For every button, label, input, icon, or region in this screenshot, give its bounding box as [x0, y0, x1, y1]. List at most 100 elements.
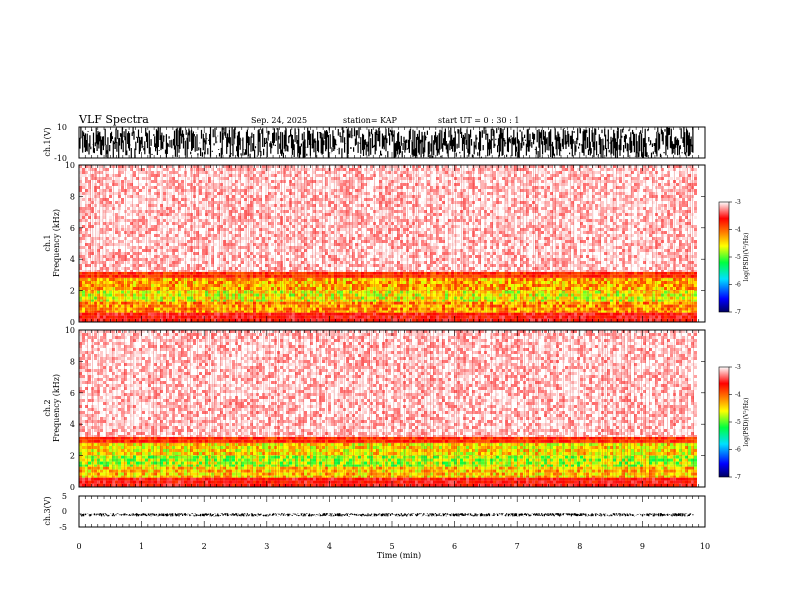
ch1-spectrogram-cell — [562, 299, 565, 302]
ch1-spectrogram-cell — [142, 318, 145, 322]
ch1-spectrogram-cell — [205, 315, 208, 319]
ch1-spectrogram-cell — [679, 293, 682, 297]
ch1-spectrogram-cell — [679, 287, 682, 290]
ch1-spectrogram-cell — [118, 168, 121, 171]
ch1-spectrogram-cell — [640, 171, 643, 174]
ch1-spectrogram-cell — [403, 278, 406, 281]
ch1-spectrogram-cell — [676, 312, 679, 316]
ch1-spectrogram-cell — [451, 318, 454, 322]
ch1-spectrogram-cell — [124, 301, 127, 305]
ch1-spectrogram-cell — [202, 301, 205, 305]
ch1-spectrogram-cell — [190, 307, 193, 311]
ch1-spectrogram-cell — [418, 312, 421, 316]
ch1-spectrogram-cell — [241, 274, 244, 278]
ch1-spectrogram-cell — [403, 290, 406, 291]
ch1-spectrogram-cell — [514, 299, 517, 302]
ch1-spectrogram-cell — [154, 296, 157, 300]
ch1-spectrogram-cell — [322, 168, 325, 171]
ch1-spectrogram-cell — [652, 278, 655, 281]
ch1-spectrogram-cell — [376, 278, 379, 281]
ch1-spectrogram-cell — [196, 301, 199, 305]
ch1-spectrogram-cell — [340, 318, 343, 322]
ch1-spectrogram-cell — [400, 315, 403, 319]
ch1-spectrogram-cell — [682, 315, 685, 319]
ch1-spectrogram-cell — [235, 307, 238, 311]
ch1-spectrogram-cell — [538, 171, 541, 174]
ch1-spectrogram-cell — [181, 315, 184, 319]
ch1-spectrogram-cell — [670, 304, 673, 308]
ch1-spectrogram-cell — [280, 293, 283, 297]
ch1-spectrogram-cell — [583, 284, 586, 287]
ch1-spectrogram-cell — [328, 278, 331, 281]
ch1-spectrogram-cell — [184, 278, 187, 281]
ch1-spectrogram-cell — [133, 287, 136, 290]
ch1-spectrogram-cell — [148, 168, 151, 171]
ch1-spectrogram-cell — [475, 287, 478, 290]
ch1-spectrogram-cell — [580, 307, 583, 311]
ch1-spectrogram-cell — [553, 290, 556, 291]
ch1-spectrogram-cell — [160, 165, 163, 168]
ch1-spectrogram-cell — [487, 287, 490, 290]
ch1-spectrogram-cell — [502, 318, 505, 322]
ch1-spectrogram-cell — [691, 296, 694, 300]
ch1-spectrogram-cell — [505, 296, 508, 300]
ch1-spectrogram-cell — [460, 315, 463, 319]
ch1-spectrogram-cell — [202, 307, 205, 311]
ch1-spectrogram-cell — [514, 310, 517, 313]
ch1-spectrogram-cell — [79, 293, 82, 297]
ch1-spectrogram-cell — [295, 304, 298, 308]
ch1-spectrogram-cell — [529, 278, 532, 281]
ch1-spectrogram-cell — [481, 304, 484, 308]
ch1-spectrogram-cell — [82, 318, 85, 322]
ch1-spectrogram-cell — [595, 281, 598, 284]
ch1-spectrogram-cell — [691, 274, 694, 278]
ch1-spectrogram-cell — [577, 304, 580, 308]
ch1-spectrogram-cell — [373, 271, 376, 275]
ch1-spectrogram-cell — [271, 296, 274, 300]
ch1-spectrogram-cell — [244, 165, 247, 168]
ch1-spectrogram-cell — [643, 304, 646, 308]
ch1-spectrogram-cell — [280, 165, 283, 168]
ch1-spectrogram-cell — [427, 171, 430, 174]
ch1-spectrogram-cell — [472, 304, 475, 308]
ch1-spectrogram-cell — [211, 274, 214, 278]
ch1-spectrogram-cell — [589, 307, 592, 311]
ch1-spectrogram-cell — [616, 271, 619, 275]
ch1-spectrogram-cell — [355, 293, 358, 297]
ch1-spectrogram-cell — [343, 290, 346, 294]
ch1-spectrogram-cell — [304, 307, 307, 311]
ch1-spectrogram-cell — [109, 171, 112, 174]
ch1-spectrogram-cell — [109, 290, 112, 291]
ch1-spectrogram-cell — [673, 301, 676, 305]
ch1-spectrogram-cell — [91, 171, 94, 174]
ch1-spectrogram-cell — [487, 271, 490, 275]
ch1-spectrogram-cell — [124, 299, 127, 302]
ch1-spectrogram-cell — [499, 168, 502, 171]
ch1-spectrogram-cell — [430, 310, 433, 313]
ch1-spectrogram-cell — [487, 312, 490, 316]
ch1-spectrogram-cell — [358, 281, 361, 284]
ch1-spectrogram-cell — [517, 271, 520, 275]
ch1-spectrogram-cell — [274, 165, 277, 168]
ch1-spectrogram-cell — [121, 296, 124, 300]
ch1-spectrogram-cell — [319, 310, 322, 313]
ch1-spectrogram-cell — [277, 296, 280, 300]
ch1-spectrogram-cell — [439, 299, 442, 302]
ch1-spectrogram-cell — [136, 318, 139, 322]
ch1-spectrogram-cell — [127, 310, 130, 313]
ch1-spectrogram-cell — [274, 296, 277, 300]
ch1-spectrogram-cell — [124, 271, 127, 275]
ch1-spectrogram-cell — [658, 171, 661, 174]
ch1-spectrogram-cell — [184, 301, 187, 305]
ch1-spectrogram-cell — [343, 310, 346, 313]
ch1-spectrogram-cell — [412, 299, 415, 302]
ch1-spectrogram-cell — [676, 296, 679, 300]
ch1-spectrogram-cell — [337, 312, 340, 316]
ch1-spectrogram-cell — [628, 296, 631, 300]
ch1-spectrogram-cell — [502, 310, 505, 313]
ch1-spectrogram-cell — [487, 284, 490, 287]
ch1-spectrogram-cell — [160, 312, 163, 316]
ch1-spectrogram-cell — [478, 284, 481, 287]
ch1-spectrogram-cell — [172, 307, 175, 311]
ch1-spectrogram-cell — [244, 281, 247, 284]
